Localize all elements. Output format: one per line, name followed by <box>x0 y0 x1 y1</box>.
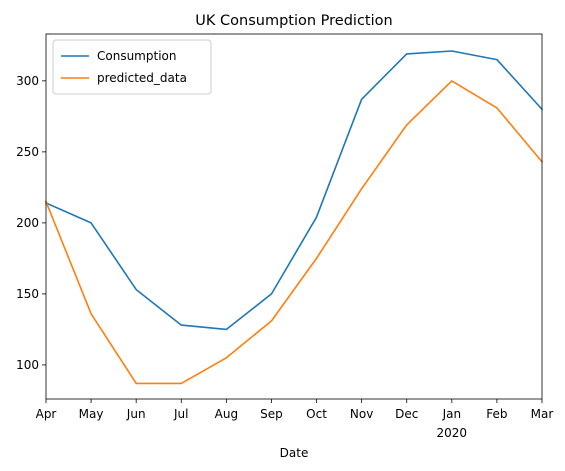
x-tick-label: May <box>79 407 104 421</box>
series-line-predicted-data <box>44 80 544 385</box>
x-tick-label: Jan <box>442 407 462 421</box>
y-tick-label: 200 <box>16 216 39 230</box>
legend-label: predicted_data <box>97 71 187 85</box>
x-tick-label: Sep <box>260 407 283 421</box>
y-tick-label: 150 <box>16 287 39 301</box>
x-tick-label: Aug <box>215 407 238 421</box>
x-tick-label: Mar <box>531 407 554 421</box>
legend-box <box>52 39 212 95</box>
plot-area <box>44 50 544 385</box>
x-tick-label: Dec <box>395 407 418 421</box>
legend-label: Consumption <box>97 49 176 63</box>
series-line-consumption <box>44 50 544 331</box>
plot-frame <box>45 33 543 400</box>
x-tick-label: Apr <box>36 407 57 421</box>
y-tick-label: 300 <box>16 74 39 88</box>
legend: Consumption predicted_data <box>52 39 212 95</box>
y-axis: 100 150 200 250 300 <box>16 74 46 372</box>
x-tick-label: Feb <box>486 407 507 421</box>
x-axis: Apr May Jun Jul Aug Sep Oct Nov Dec Jan 2020 Feb Mar <box>36 399 554 440</box>
x-year-label: 2020 <box>437 426 468 440</box>
x-tick-label: Oct <box>306 407 327 421</box>
x-axis-title: Date <box>280 446 309 460</box>
x-tick-label: Nov <box>350 407 373 421</box>
chart-title: UK Consumption Prediction <box>195 13 392 29</box>
x-tick-label: Jul <box>173 407 188 421</box>
x-tick-label: Jun <box>126 407 146 421</box>
y-tick-label: 100 <box>16 358 39 372</box>
y-tick-label: 250 <box>16 145 39 159</box>
